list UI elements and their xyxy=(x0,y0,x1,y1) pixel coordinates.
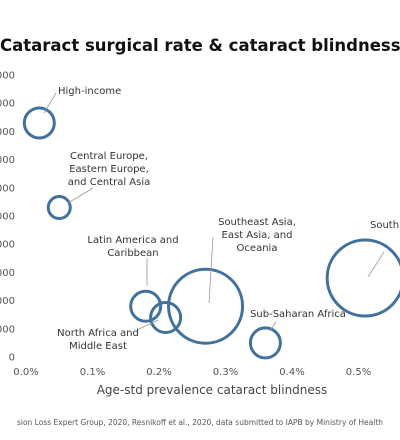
bubble-annotation: Latin America and Caribbean xyxy=(87,235,178,259)
y-tick-label: 000 xyxy=(0,155,15,166)
y-tick-label: 000 xyxy=(0,324,15,335)
bubble-annotation: North Africa and Middle East xyxy=(57,328,139,352)
x-axis-label: Age-std prevalence cataract blindness xyxy=(97,383,328,397)
annotation-leader-line xyxy=(269,321,277,332)
annotation-leader-line xyxy=(367,251,385,278)
x-tick-label: 0.0% xyxy=(13,367,38,378)
y-tick-label: 0 xyxy=(9,353,15,364)
bubble-series xyxy=(22,106,400,360)
bubble-point xyxy=(149,301,183,335)
bubble-annotations: High-income Central Europe, Eastern Europe… xyxy=(43,86,399,352)
y-tick-label: 000 xyxy=(0,212,15,223)
source-note: sion Loss Expert Group, 2020, Resnikoff … xyxy=(16,418,384,427)
x-tick-label: 0.3% xyxy=(213,367,238,378)
y-axis-ticks: 0000000000000000000000000000000 xyxy=(0,71,15,364)
y-tick-label: 000 xyxy=(0,71,15,82)
bubble-point xyxy=(46,195,72,221)
bubble-annotation: Central Europe, Eastern Europe, and Centra… xyxy=(68,151,151,188)
x-axis-ticks: 0.0% 0.1% 0.2% 0.3% 0.4% 0.5% xyxy=(13,367,371,378)
bubble-annotation: Southeast Asia, East Asia, and Oceania xyxy=(218,217,296,254)
x-tick-label: 0.5% xyxy=(346,367,371,378)
chart-title: Cataract surgical rate & cataract blindn… xyxy=(0,36,400,55)
bubble-point xyxy=(22,106,56,140)
bubble-point xyxy=(325,238,400,318)
bubble-annotation: South xyxy=(370,220,399,231)
y-tick-label: 000 xyxy=(0,268,15,279)
bubble-point xyxy=(129,289,163,323)
bubble-annotation: Sub-Saharan Africa xyxy=(250,309,346,320)
y-tick-label: 000 xyxy=(0,296,15,307)
annotation-leader-line xyxy=(208,236,214,304)
annotation-leader-line xyxy=(136,319,159,331)
y-tick-label: 000 xyxy=(0,240,15,251)
y-tick-label: 000 xyxy=(0,127,15,138)
bubble-point xyxy=(248,326,282,360)
bubble-annotation: High-income xyxy=(58,86,121,97)
x-tick-label: 0.2% xyxy=(146,367,171,378)
annotation-leader-line xyxy=(43,92,57,114)
x-tick-label: 0.4% xyxy=(279,367,304,378)
bubble-point xyxy=(167,267,245,345)
x-tick-label: 0.1% xyxy=(80,367,105,378)
annotation-leader-line xyxy=(67,187,94,204)
y-tick-label: 000 xyxy=(0,183,15,194)
y-tick-label: 000 xyxy=(0,99,15,110)
